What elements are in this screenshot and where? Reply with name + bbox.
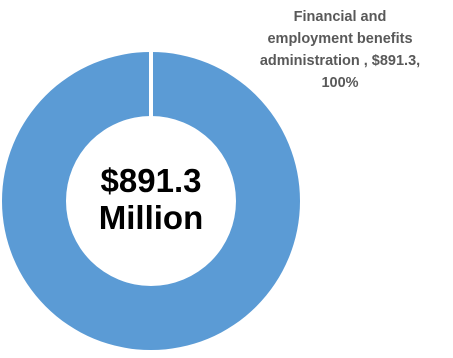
- donut-center-label: $891.3 Million: [56, 162, 246, 236]
- slice-data-label-line-4: 100%: [321, 75, 359, 91]
- donut-slice-0: [1, 51, 301, 351]
- donut-slices: [1, 51, 301, 351]
- slice-data-label-line-3: administration , $891.3,: [259, 53, 421, 69]
- slice-data-label-line-1: Financial and: [293, 9, 387, 25]
- slice-data-label: Financial and employment benefits admini…: [230, 6, 450, 94]
- slice-data-label-line-2: employment benefits: [267, 31, 413, 47]
- center-label-unit: Million: [98, 199, 204, 236]
- center-label-amount: $891.3: [100, 162, 202, 199]
